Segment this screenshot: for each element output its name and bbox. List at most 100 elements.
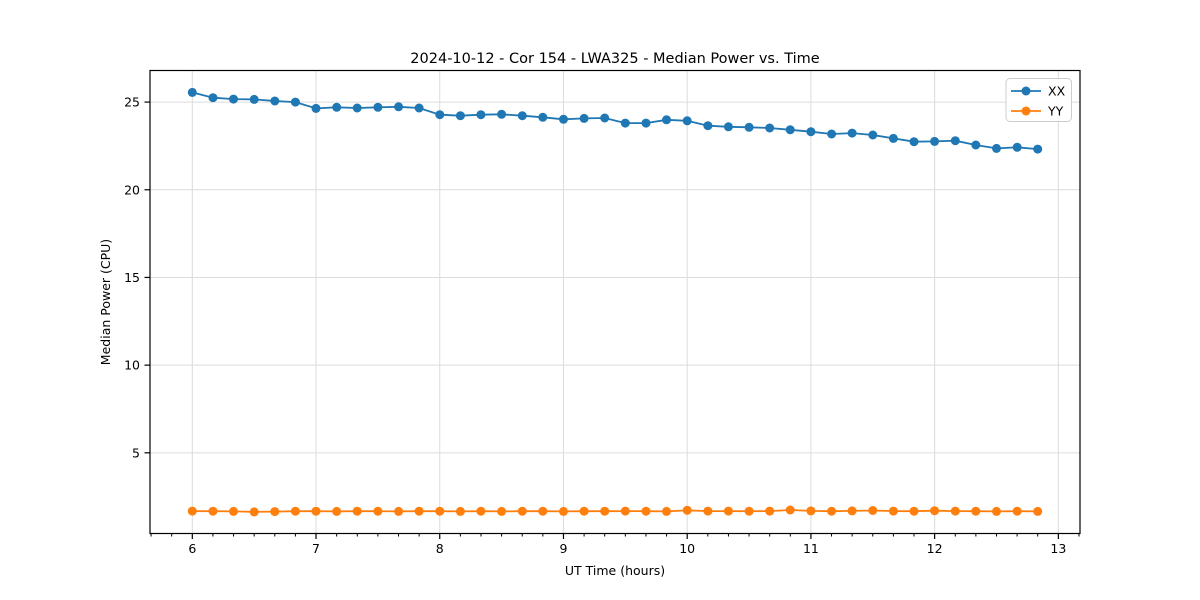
data-point-yy bbox=[992, 506, 1001, 516]
x-tick-label: 10 bbox=[679, 541, 695, 556]
data-point-yy bbox=[950, 506, 960, 516]
data-point-xx bbox=[930, 136, 940, 146]
data-point-xx bbox=[600, 113, 610, 123]
data-point-xx bbox=[290, 97, 300, 107]
tick-labels: 6 7 8 9 10 11 12 13 5 10 15 20 25 bbox=[124, 95, 1066, 556]
y-axis-label: Median Power (CPU) bbox=[98, 239, 113, 365]
data-point-yy bbox=[394, 506, 404, 516]
x-tick-label: 11 bbox=[803, 541, 819, 556]
data-point-yy bbox=[847, 506, 857, 516]
data-series bbox=[187, 87, 1043, 517]
data-point-xx bbox=[888, 133, 898, 143]
data-point-yy bbox=[476, 506, 486, 516]
data-point-yy bbox=[517, 506, 527, 516]
legend: XX YY bbox=[1005, 78, 1072, 122]
data-point-yy bbox=[888, 506, 898, 516]
data-point-xx bbox=[497, 109, 507, 119]
data-point-yy bbox=[332, 506, 342, 516]
x-tick-label: 7 bbox=[312, 541, 320, 556]
data-point-yy bbox=[352, 506, 362, 516]
data-point-xx bbox=[435, 110, 445, 120]
data-point-xx bbox=[765, 123, 775, 133]
data-point-xx bbox=[971, 140, 981, 150]
data-point-xx bbox=[785, 125, 795, 135]
data-point-yy bbox=[930, 506, 940, 516]
data-point-xx bbox=[641, 118, 651, 128]
data-point-yy bbox=[497, 506, 507, 516]
data-point-yy bbox=[620, 506, 630, 516]
data-point-xx bbox=[559, 114, 568, 124]
data-point-xx bbox=[827, 129, 837, 139]
data-point-xx bbox=[1033, 144, 1043, 154]
data-point-yy bbox=[1033, 506, 1043, 516]
data-point-xx bbox=[909, 137, 919, 147]
data-point-yy bbox=[455, 506, 465, 516]
data-point-yy bbox=[414, 506, 424, 516]
data-point-yy bbox=[538, 506, 548, 516]
data-point-yy bbox=[868, 506, 878, 515]
data-point-xx bbox=[394, 102, 404, 112]
data-point-yy bbox=[785, 505, 795, 515]
legend-marker-xx bbox=[1021, 86, 1031, 96]
data-point-xx bbox=[208, 93, 218, 103]
data-point-yy bbox=[311, 506, 321, 516]
data-point-xx bbox=[579, 113, 589, 123]
gridlines bbox=[150, 70, 1080, 534]
data-point-yy bbox=[249, 507, 259, 517]
data-point-xx bbox=[517, 111, 527, 121]
data-point-yy bbox=[579, 506, 589, 516]
data-point-yy bbox=[682, 505, 692, 515]
data-point-yy bbox=[641, 506, 651, 516]
data-point-yy bbox=[703, 506, 713, 516]
data-point-xx bbox=[682, 116, 692, 126]
data-point-xx bbox=[723, 122, 733, 132]
data-point-yy bbox=[229, 506, 238, 516]
data-point-yy bbox=[373, 506, 383, 516]
data-point-xx bbox=[847, 128, 857, 138]
data-point-xx bbox=[373, 102, 383, 112]
data-point-yy bbox=[827, 506, 837, 516]
data-point-xx bbox=[332, 102, 342, 112]
y-tick-label: 15 bbox=[124, 270, 140, 285]
data-point-xx bbox=[270, 96, 280, 106]
data-point-xx bbox=[249, 94, 259, 104]
data-point-xx bbox=[187, 87, 197, 97]
data-point-xx bbox=[538, 112, 548, 122]
data-point-yy bbox=[270, 507, 280, 517]
data-point-xx bbox=[476, 110, 486, 120]
legend-label-xx: XX bbox=[1048, 84, 1066, 99]
y-tick-label: 10 bbox=[124, 358, 140, 373]
data-point-xx bbox=[662, 115, 671, 125]
data-point-yy bbox=[435, 506, 445, 516]
data-point-xx bbox=[311, 103, 321, 113]
data-point-yy bbox=[806, 506, 816, 516]
y-tick-label: 5 bbox=[132, 445, 140, 460]
x-tick-label: 12 bbox=[927, 541, 943, 556]
data-point-yy bbox=[909, 506, 919, 516]
data-point-yy bbox=[600, 506, 610, 516]
x-tick-label: 6 bbox=[188, 541, 196, 556]
legend-marker-yy bbox=[1021, 106, 1031, 116]
data-point-xx bbox=[1012, 142, 1022, 152]
data-point-xx bbox=[414, 103, 424, 113]
data-point-yy bbox=[662, 506, 671, 516]
data-point-xx bbox=[703, 121, 713, 131]
data-point-xx bbox=[868, 130, 878, 140]
x-axis-label: UT Time (hours) bbox=[565, 563, 665, 578]
data-point-xx bbox=[620, 118, 630, 128]
data-point-yy bbox=[723, 506, 733, 516]
data-point-xx bbox=[806, 127, 816, 137]
data-point-xx bbox=[950, 136, 960, 146]
data-point-yy bbox=[1012, 506, 1022, 516]
data-point-yy bbox=[765, 506, 775, 516]
x-tick-label: 9 bbox=[559, 541, 567, 556]
data-point-yy bbox=[559, 506, 568, 516]
data-point-yy bbox=[187, 506, 197, 516]
y-tick-label: 20 bbox=[124, 182, 140, 197]
y-tick-label: 25 bbox=[124, 95, 140, 110]
data-point-yy bbox=[290, 506, 300, 516]
data-point-xx bbox=[992, 143, 1001, 153]
data-point-xx bbox=[455, 111, 465, 121]
